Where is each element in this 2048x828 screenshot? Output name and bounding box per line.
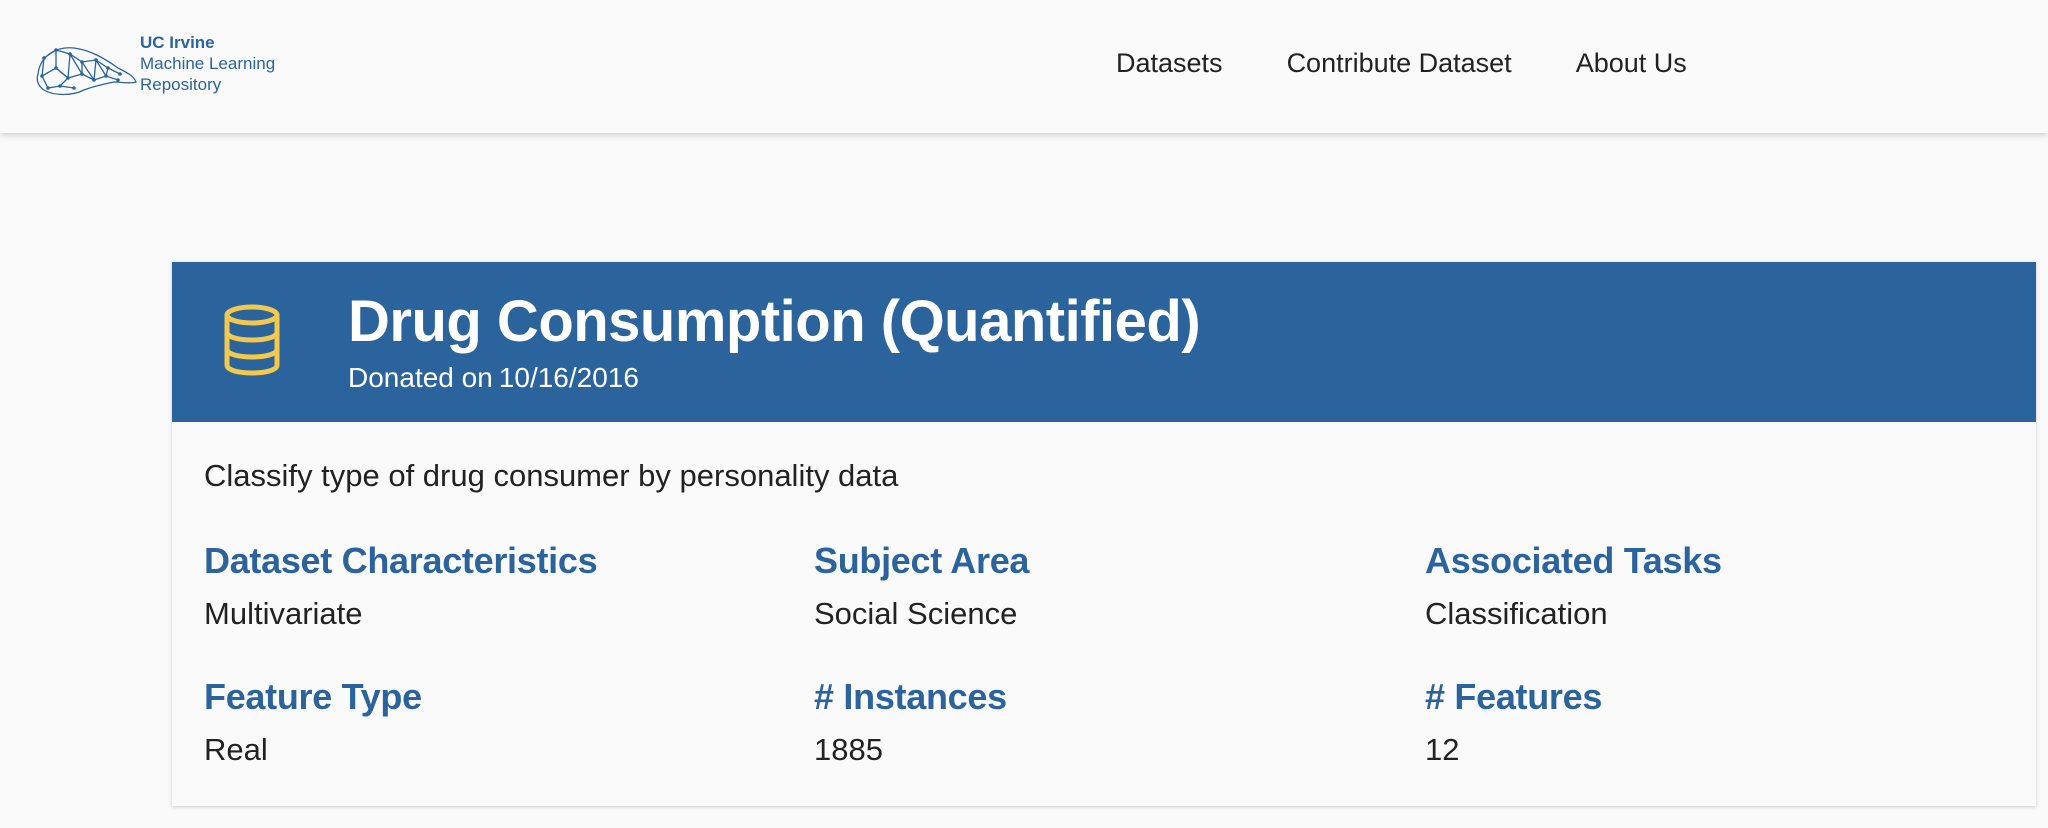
characteristic-value: Real bbox=[204, 732, 268, 767]
donated-prefix: Donated on bbox=[348, 362, 493, 393]
donation-info: Donated on 10/16/2016 bbox=[348, 362, 639, 394]
anteater-network-logo-icon bbox=[36, 47, 137, 96]
dataset-card: Drug Consumption (Quantified) Donated on… bbox=[172, 262, 2036, 806]
logo-line-machine-learning: Machine Learning bbox=[140, 54, 276, 73]
nav-datasets-link[interactable]: Datasets bbox=[1116, 48, 1223, 78]
repository-logo-link[interactable]: UC Irvine Machine Learning Repository bbox=[34, 32, 275, 98]
characteristic-value: Classification bbox=[1425, 596, 1608, 631]
dataset-header: Drug Consumption (Quantified) Donated on… bbox=[172, 262, 2036, 422]
donated-date: 10/16/2016 bbox=[498, 362, 639, 393]
nav-about-us-link[interactable]: About Us bbox=[1575, 48, 1687, 78]
database-icon bbox=[224, 304, 280, 376]
dataset-summary: Classify type of drug consumer by person… bbox=[204, 458, 899, 493]
dataset-body: Classify type of drug consumer by person… bbox=[172, 422, 2036, 767]
characteristic-value: 1885 bbox=[814, 732, 883, 767]
characteristic-associated-tasks: Associated Tasks Classification bbox=[1425, 540, 1985, 632]
characteristic-value: 12 bbox=[1425, 732, 1460, 767]
characteristic-label: # Features bbox=[1425, 676, 1603, 717]
characteristic-dataset-characteristics: Dataset Characteristics Multivariate bbox=[204, 540, 764, 632]
logo-line-repository: Repository bbox=[140, 75, 222, 94]
nav-contribute-dataset-link[interactable]: Contribute Dataset bbox=[1286, 48, 1512, 78]
logo-line-uc-irvine: UC Irvine bbox=[140, 33, 215, 52]
characteristic-instances: # Instances 1885 bbox=[814, 676, 1374, 768]
characteristic-value: Social Science bbox=[814, 596, 1018, 631]
characteristic-label: Dataset Characteristics bbox=[204, 540, 598, 581]
dataset-title: Drug Consumption (Quantified) bbox=[348, 289, 1201, 354]
characteristic-feature-type: Feature Type Real bbox=[204, 676, 764, 768]
logo-text: UC Irvine Machine Learning Repository bbox=[140, 32, 275, 95]
characteristic-label: Feature Type bbox=[204, 676, 422, 717]
characteristic-subject-area: Subject Area Social Science bbox=[814, 540, 1374, 632]
characteristic-label: Subject Area bbox=[814, 540, 1030, 581]
characteristic-features: # Features 12 bbox=[1425, 676, 1985, 768]
characteristic-label: Associated Tasks bbox=[1425, 540, 1722, 581]
characteristic-value: Multivariate bbox=[204, 596, 363, 631]
main-nav: Datasets Contribute Dataset About Us bbox=[1116, 48, 1687, 79]
top-navbar: UC Irvine Machine Learning Repository Da… bbox=[0, 0, 2048, 133]
characteristic-label: # Instances bbox=[814, 676, 1007, 717]
